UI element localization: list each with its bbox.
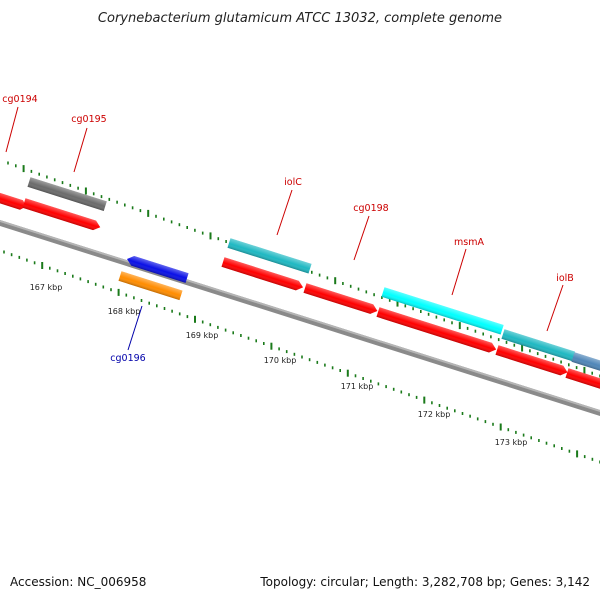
kbp-label-171: 171 kbp — [341, 382, 374, 391]
cds-feature-red-3[interactable] — [221, 257, 304, 292]
gene-label-cg0196[interactable]: cg0196 — [110, 353, 145, 364]
leader-cg0194 — [5, 106, 19, 153]
cds-feature-red-7[interactable] — [565, 368, 600, 396]
accession-text: Accession: NC_006958 — [10, 575, 146, 589]
gene-labels: cg0194 cg0195 iolC cg0198 msmA iolB cg01… — [2, 94, 574, 364]
leader-iolB — [546, 284, 564, 332]
genome-summary-text: Topology: circular; Length: 3,282,708 bp… — [259, 575, 590, 589]
map-title: Corynebacterium glutamicum ATCC 13032, c… — [98, 11, 502, 26]
genome-backbone — [0, 220, 600, 416]
cds-feature-teal-1[interactable] — [227, 238, 312, 274]
cds-feature-blue[interactable] — [125, 254, 189, 283]
cds-feature-steel[interactable] — [571, 352, 600, 380]
cds-feature-orange[interactable] — [118, 271, 183, 301]
cds-feature-red-1[interactable] — [0, 190, 28, 211]
lower-tick-track — [3, 250, 600, 464]
gene-label-cg0195[interactable]: cg0195 — [71, 114, 106, 125]
kbp-label-173: 173 kbp — [495, 438, 528, 447]
leader-cg0195 — [73, 127, 88, 173]
gene-label-iolB[interactable]: iolB — [556, 273, 574, 284]
cds-feature-teal-2[interactable] — [501, 329, 576, 362]
kbp-label-169: 169 kbp — [186, 331, 219, 340]
kbp-label-170: 170 kbp — [264, 356, 297, 365]
gene-label-cg0198[interactable]: cg0198 — [353, 203, 388, 214]
feature-track — [0, 177, 600, 396]
kbp-scale-labels: 167 kbp 168 kbp 169 kbp 170 kbp 171 kbp … — [30, 283, 528, 447]
kbp-label-172: 172 kbp — [418, 410, 451, 419]
cds-feature-red-5[interactable] — [376, 307, 497, 354]
cds-feature-red-2[interactable] — [22, 198, 101, 232]
gene-label-iolC[interactable]: iolC — [284, 177, 302, 188]
cds-feature-cyan[interactable] — [381, 287, 504, 335]
kbp-label-168: 168 kbp — [108, 307, 141, 316]
leader-iolC — [276, 189, 293, 236]
leader-cg0196 — [127, 305, 143, 351]
leader-cg0198 — [353, 215, 370, 261]
gene-label-msmA[interactable]: msmA — [454, 237, 484, 248]
cds-feature-grey[interactable] — [27, 177, 107, 211]
label-leader-lines — [5, 106, 564, 351]
cds-feature-red-6[interactable] — [495, 345, 569, 377]
leader-msmA — [451, 248, 467, 296]
kbp-label-167: 167 kbp — [30, 283, 63, 292]
cds-feature-red-4[interactable] — [303, 283, 378, 316]
gene-label-cg0194[interactable]: cg0194 — [2, 94, 37, 105]
